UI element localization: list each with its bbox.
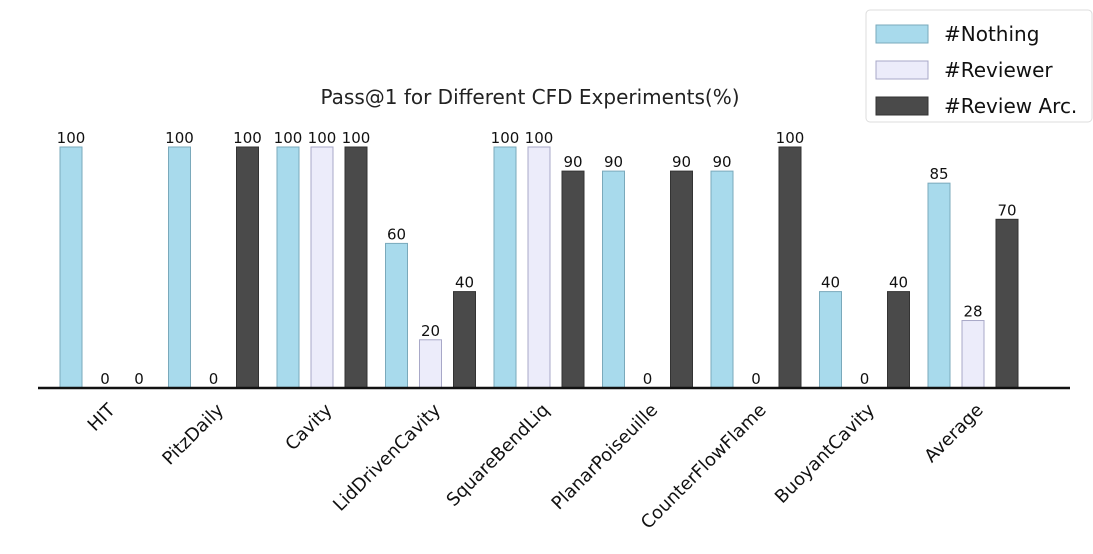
- legend-label-nothing: #Nothing: [944, 22, 1039, 46]
- value-label-review-arc-2: 100: [342, 129, 371, 147]
- x-tick-label-2: Cavity: [281, 399, 336, 454]
- bar-review-arc-5: [670, 170, 693, 389]
- bar-nothing-3: [385, 242, 408, 389]
- bar-nothing-8: [927, 182, 951, 389]
- bar-review-arc-3: [453, 291, 476, 389]
- bar-nothing-7: [819, 291, 842, 389]
- value-label-review-arc-4: 90: [563, 153, 582, 171]
- legend-swatch-nothing: [875, 24, 929, 44]
- bar-nothing-4: [493, 146, 517, 389]
- value-label-reviewer-1: 0: [209, 370, 219, 388]
- x-tick-label-0: HIT: [84, 399, 121, 436]
- x-tick-label-1: PitzDaily: [158, 399, 228, 469]
- value-label-review-arc-8: 70: [997, 201, 1016, 219]
- value-label-review-arc-7: 40: [889, 274, 908, 292]
- value-label-review-arc-6: 100: [776, 129, 805, 147]
- bar-nothing-0: [59, 146, 83, 389]
- bars-group: [59, 146, 1019, 389]
- bar-reviewer-4: [527, 146, 551, 389]
- bar-reviewer-3: [419, 339, 442, 389]
- bar-reviewer-2: [310, 146, 334, 389]
- value-label-nothing-3: 60: [387, 225, 406, 243]
- x-tick-labels-group: HIT PitzDaily CavityLidDrivenCavitySquareB…: [84, 399, 988, 533]
- legend-label-reviewer: #Reviewer: [944, 58, 1053, 82]
- bar-review-arc-1: [236, 146, 259, 389]
- value-label-review-arc-0: 0: [134, 370, 144, 388]
- value-label-nothing-6: 90: [712, 153, 731, 171]
- x-tick-label-6: CounterFlowFlame: [637, 400, 771, 534]
- legend: #Nothing #Reviewer #Review Arc.: [865, 9, 1093, 123]
- legend-swatch-reviewer: [875, 60, 929, 80]
- value-label-nothing-8: 85: [929, 165, 948, 183]
- bar-nothing-5: [602, 170, 625, 389]
- bar-nothing-2: [276, 146, 300, 389]
- x-tick-label-3: LidDrivenCavity: [329, 399, 445, 515]
- bar-review-arc-7: [887, 291, 910, 389]
- value-label-reviewer-3: 20: [421, 322, 440, 340]
- bar-nothing-1: [168, 146, 191, 389]
- x-tick-label-8: Average: [920, 400, 987, 467]
- bar-review-arc-2: [344, 146, 368, 389]
- x-tick-label-4: SquareBendLiq: [443, 400, 554, 511]
- bar-reviewer-8: [961, 320, 985, 389]
- value-label-review-arc-5: 90: [672, 153, 691, 171]
- value-label-reviewer-0: 0: [100, 370, 110, 388]
- value-label-reviewer-8: 28: [963, 303, 982, 321]
- bar-review-arc-4: [561, 170, 585, 389]
- bar-review-arc-6: [778, 146, 802, 389]
- value-label-reviewer-2: 100: [308, 129, 337, 147]
- value-label-reviewer-6: 0: [751, 370, 761, 388]
- value-label-reviewer-5: 0: [643, 370, 653, 388]
- value-label-nothing-0: 100: [57, 129, 86, 147]
- legend-label-review-arc: #Review Arc.: [944, 94, 1077, 118]
- value-label-nothing-2: 100: [274, 129, 303, 147]
- value-label-nothing-5: 90: [604, 153, 623, 171]
- value-labels-group: 100 0 0 100 0 100 100 100 100 60 20 40 100 100 90 90 0 90…: [57, 129, 1017, 388]
- value-label-nothing-1: 100: [165, 129, 194, 147]
- value-label-reviewer-7: 0: [860, 370, 870, 388]
- value-label-reviewer-4: 100: [525, 129, 554, 147]
- value-label-review-arc-3: 40: [455, 274, 474, 292]
- legend-swatch-review-arc: [875, 96, 929, 116]
- bar-review-arc-8: [995, 218, 1019, 389]
- bar-nothing-6: [710, 170, 734, 389]
- x-tick-label-7: BuoyantCavity: [771, 399, 879, 507]
- x-tick-label-5: PlanarPoiseuille: [548, 400, 662, 514]
- value-label-nothing-7: 40: [821, 274, 840, 292]
- value-label-nothing-4: 100: [491, 129, 520, 147]
- value-label-review-arc-1: 100: [233, 129, 262, 147]
- chart-title: Pass@1 for Different CFD Experiments(%): [320, 85, 739, 109]
